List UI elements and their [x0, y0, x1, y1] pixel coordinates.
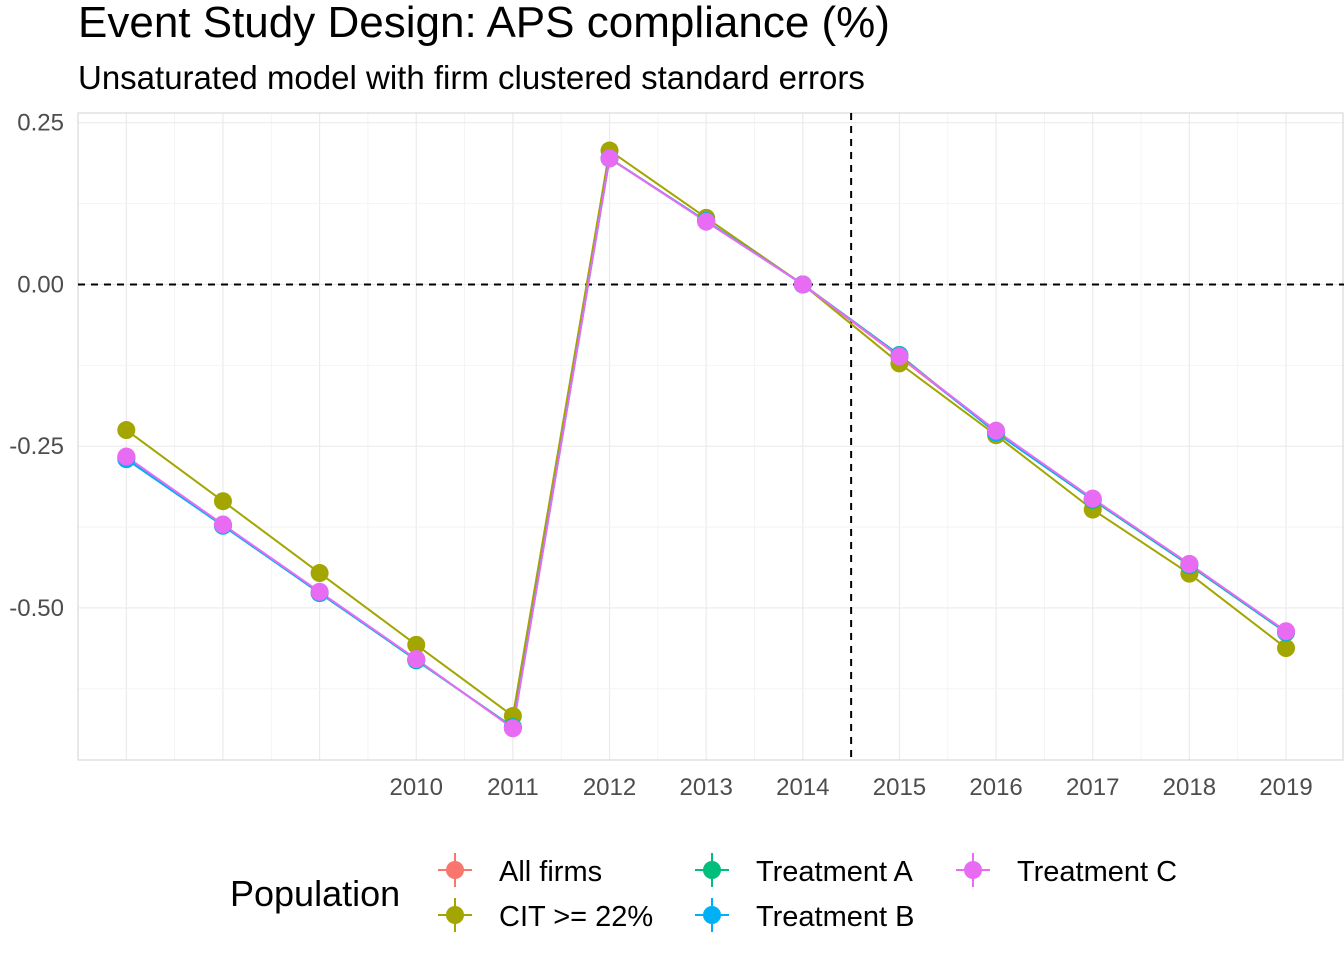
data-point: [987, 421, 1006, 440]
data-point: [793, 275, 812, 294]
x-axis-ticks: 2010 2011 2012 2013 2014 2015 2016 2017 2018 2019: [390, 774, 1313, 801]
data-point: [503, 719, 522, 738]
legend-item: Treatment A: [695, 853, 914, 888]
data-point: [407, 650, 426, 669]
x-tick-label: 2019: [1259, 774, 1312, 801]
y-tick-label: -0.25: [9, 433, 64, 460]
y-axis-ticks: 0.25 0.00 -0.25 -0.50: [9, 110, 64, 622]
data-point: [117, 447, 136, 466]
legend-item: CIT >= 22%: [438, 898, 653, 933]
legend-items: All firms CIT >= 22% Treatment A Treatment …: [438, 853, 1177, 933]
x-tick-label: 2016: [969, 774, 1022, 801]
legend-key-point: [964, 861, 982, 879]
x-tick-label: 2010: [390, 774, 443, 801]
legend-item: Treatment C: [956, 853, 1177, 888]
data-point: [310, 582, 329, 601]
legend-label: Treatment C: [1017, 856, 1177, 888]
data-point: [407, 635, 426, 654]
legend-label: All firms: [499, 856, 602, 888]
legend-label: CIT >= 22%: [499, 901, 653, 933]
legend: Population All firms CIT >= 22% Treatment …: [230, 853, 1177, 933]
data-point: [890, 347, 909, 366]
legend-label: Treatment A: [756, 856, 914, 888]
data-point: [1083, 489, 1102, 508]
legend-key-point: [703, 861, 721, 879]
y-tick-label: 0.00: [17, 271, 64, 298]
legend-key-point: [446, 861, 464, 879]
y-tick-label: -0.50: [9, 595, 64, 622]
data-point: [697, 212, 716, 231]
reference-lines: [78, 113, 1344, 760]
legend-key-point: [446, 906, 464, 924]
legend-key-point: [703, 906, 721, 924]
x-tick-label: 2014: [776, 774, 829, 801]
legend-item: Treatment B: [695, 898, 914, 933]
data-point: [213, 492, 232, 511]
data-point: [1277, 622, 1296, 641]
legend-title: Population: [230, 873, 400, 914]
y-tick-label: 0.25: [17, 110, 64, 137]
chart-title: Event Study Design: APS compliance (%): [78, 0, 890, 47]
x-tick-label: 2015: [873, 774, 926, 801]
series-points: [117, 141, 1296, 738]
data-point: [1180, 554, 1199, 573]
panel-frame: [77, 112, 1344, 761]
x-tick-label: 2013: [679, 774, 732, 801]
data-point: [117, 421, 136, 440]
data-point: [600, 149, 619, 168]
legend-label: Treatment B: [756, 901, 914, 933]
data-point: [310, 564, 329, 583]
x-tick-label: 2012: [583, 774, 636, 801]
gridlines: [78, 113, 1344, 760]
x-tick-label: 2018: [1163, 774, 1216, 801]
data-point: [213, 515, 232, 534]
panel-border: [77, 112, 1344, 761]
x-tick-label: 2011: [487, 774, 539, 801]
chart-subtitle: Unsaturated model with firm clustered st…: [78, 59, 865, 96]
legend-item: All firms: [438, 853, 602, 888]
x-tick-label: 2017: [1066, 774, 1119, 801]
data-point: [1277, 639, 1296, 658]
